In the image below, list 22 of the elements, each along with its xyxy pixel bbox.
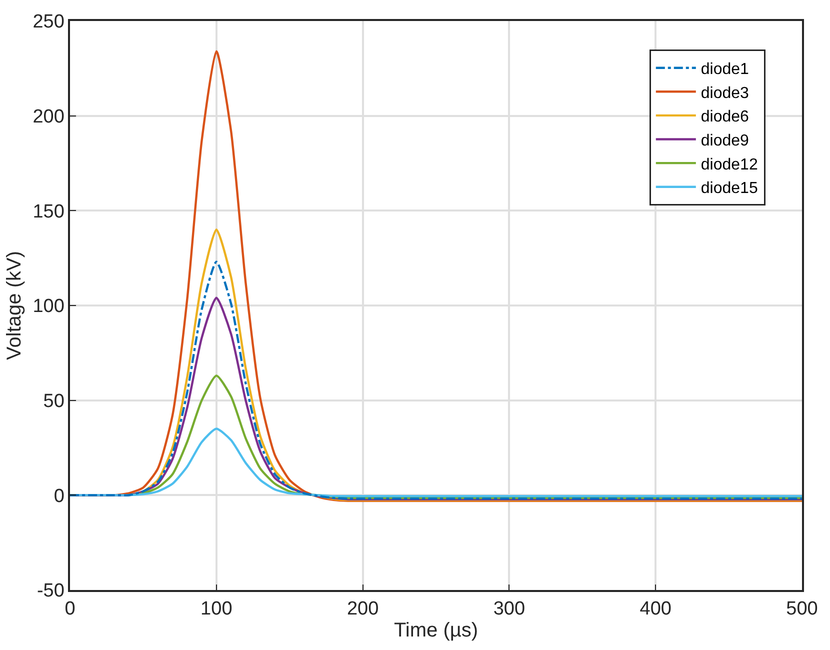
y-tick-label: 100 <box>32 296 64 318</box>
x-tick-label: 300 <box>493 598 526 620</box>
y-tick-label: 200 <box>32 106 64 128</box>
legend-label: diode15 <box>700 180 758 198</box>
line-series <box>70 260 802 500</box>
x-tick-label: 400 <box>640 598 672 620</box>
legend-label: diode9 <box>700 132 750 150</box>
x-tick-label: 100 <box>200 598 232 620</box>
legend-label: diode6 <box>700 108 750 126</box>
y-tick-label: 0 <box>54 486 64 507</box>
y-tick-label: -50 <box>36 580 64 602</box>
line-series <box>127 228 802 502</box>
y-tick-label: 150 <box>32 201 64 222</box>
legend-label: diode3 <box>700 84 750 102</box>
legend-label: diode1 <box>700 61 750 78</box>
y-tick-label: 250 <box>32 12 64 33</box>
x-axis-title: Time (µs) <box>394 620 478 642</box>
x-tick-label: 200 <box>346 598 379 620</box>
y-tick-label: 50 <box>43 390 64 412</box>
legend-label: diode12 <box>700 156 758 174</box>
y-axis-title: Voltage (kV) <box>4 251 26 360</box>
x-tick-label: 500 <box>786 598 818 620</box>
